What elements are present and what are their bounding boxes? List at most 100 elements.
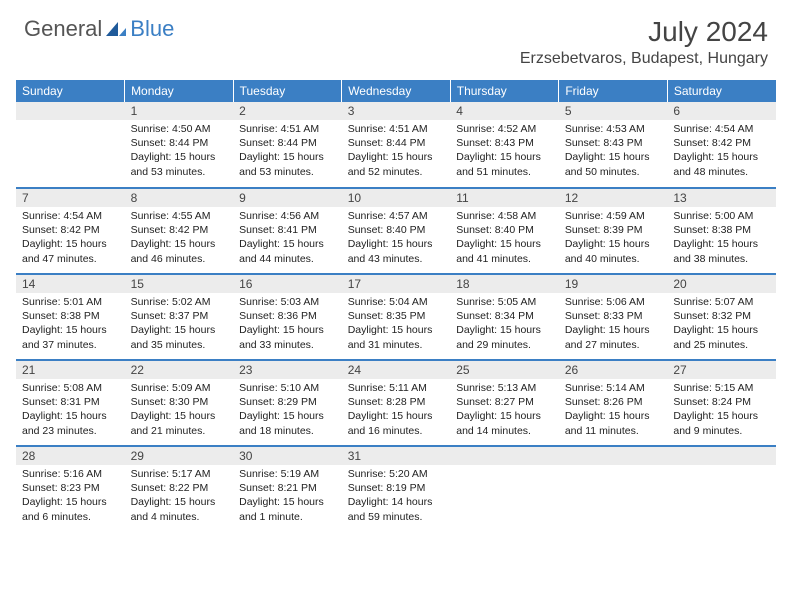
sunrise-label: Sunrise:	[131, 296, 170, 308]
weekday-row: SundayMondayTuesdayWednesdayThursdayFrid…	[16, 80, 776, 102]
sunset-value: 8:42 PM	[169, 224, 208, 236]
sunrise-value: 5:20 AM	[389, 468, 428, 480]
day-number: 15	[125, 275, 234, 293]
calendar-cell: 12Sunrise: 4:59 AMSunset: 8:39 PMDayligh…	[559, 188, 668, 274]
weekday-header: Saturday	[667, 80, 776, 102]
day-number: 20	[667, 275, 776, 293]
sunrise-label: Sunrise:	[456, 123, 495, 135]
day-number: 13	[667, 189, 776, 207]
daylight-label: Daylight:	[348, 238, 389, 250]
sunrise-value: 5:08 AM	[63, 382, 102, 394]
logo-text-blue: Blue	[130, 16, 174, 42]
location: Erzsebetvaros, Budapest, Hungary	[520, 50, 768, 68]
sunrise-value: 5:13 AM	[498, 382, 537, 394]
sunrise-value: 5:14 AM	[606, 382, 645, 394]
sunset-label: Sunset:	[456, 396, 492, 408]
sunset-value: 8:35 PM	[386, 310, 425, 322]
sunset-value: 8:29 PM	[278, 396, 317, 408]
weekday-header: Monday	[125, 80, 234, 102]
sunrise-value: 4:57 AM	[389, 210, 428, 222]
sunrise-label: Sunrise:	[456, 296, 495, 308]
daylight-label: Daylight:	[22, 324, 63, 336]
day-body: Sunrise: 4:58 AMSunset: 8:40 PMDaylight:…	[450, 207, 559, 270]
daylight-label: Daylight:	[239, 324, 280, 336]
calendar-cell: 1Sunrise: 4:50 AMSunset: 8:44 PMDaylight…	[125, 102, 234, 188]
sunrise-value: 5:19 AM	[281, 468, 320, 480]
daylight-label: Daylight:	[673, 151, 714, 163]
sunset-label: Sunset:	[22, 482, 58, 494]
day-number: 4	[450, 102, 559, 120]
calendar-row: 1Sunrise: 4:50 AMSunset: 8:44 PMDaylight…	[16, 102, 776, 188]
daylight-label: Daylight:	[565, 151, 606, 163]
calendar-cell: 24Sunrise: 5:11 AMSunset: 8:28 PMDayligh…	[342, 360, 451, 446]
day-number: 3	[342, 102, 451, 120]
calendar-cell: 23Sunrise: 5:10 AMSunset: 8:29 PMDayligh…	[233, 360, 342, 446]
day-body: Sunrise: 5:09 AMSunset: 8:30 PMDaylight:…	[125, 379, 234, 442]
day-number-empty	[559, 447, 668, 465]
daylight-label: Daylight:	[239, 410, 280, 422]
sunset-label: Sunset:	[239, 137, 275, 149]
sunset-value: 8:38 PM	[712, 224, 751, 236]
sunrise-value: 4:50 AM	[172, 123, 211, 135]
day-number: 10	[342, 189, 451, 207]
calendar-cell: 27Sunrise: 5:15 AMSunset: 8:24 PMDayligh…	[667, 360, 776, 446]
calendar-head: SundayMondayTuesdayWednesdayThursdayFrid…	[16, 80, 776, 102]
sunset-value: 8:37 PM	[169, 310, 208, 322]
day-number: 26	[559, 361, 668, 379]
day-body: Sunrise: 4:52 AMSunset: 8:43 PMDaylight:…	[450, 120, 559, 183]
day-number: 23	[233, 361, 342, 379]
day-body: Sunrise: 5:02 AMSunset: 8:37 PMDaylight:…	[125, 293, 234, 356]
calendar-cell: 3Sunrise: 4:51 AMSunset: 8:44 PMDaylight…	[342, 102, 451, 188]
calendar-cell: 26Sunrise: 5:14 AMSunset: 8:26 PMDayligh…	[559, 360, 668, 446]
sunset-label: Sunset:	[565, 310, 601, 322]
day-number: 7	[16, 189, 125, 207]
daylight-label: Daylight:	[131, 496, 172, 508]
day-body: Sunrise: 5:13 AMSunset: 8:27 PMDaylight:…	[450, 379, 559, 442]
sunset-label: Sunset:	[565, 396, 601, 408]
sunset-value: 8:36 PM	[278, 310, 317, 322]
sunset-label: Sunset:	[348, 137, 384, 149]
sunrise-value: 4:52 AM	[498, 123, 537, 135]
calendar-cell: 30Sunrise: 5:19 AMSunset: 8:21 PMDayligh…	[233, 446, 342, 532]
sunrise-label: Sunrise:	[565, 210, 604, 222]
sunset-label: Sunset:	[673, 396, 709, 408]
sunset-value: 8:38 PM	[61, 310, 100, 322]
weekday-header: Friday	[559, 80, 668, 102]
weekday-header: Tuesday	[233, 80, 342, 102]
day-body: Sunrise: 5:10 AMSunset: 8:29 PMDaylight:…	[233, 379, 342, 442]
daylight-label: Daylight:	[131, 324, 172, 336]
daylight-label: Daylight:	[22, 238, 63, 250]
daylight-label: Daylight:	[239, 238, 280, 250]
day-body: Sunrise: 5:07 AMSunset: 8:32 PMDaylight:…	[667, 293, 776, 356]
day-body: Sunrise: 5:11 AMSunset: 8:28 PMDaylight:…	[342, 379, 451, 442]
sunrise-value: 5:17 AM	[172, 468, 211, 480]
sunset-label: Sunset:	[131, 137, 167, 149]
sunrise-value: 4:51 AM	[389, 123, 428, 135]
calendar-cell: 10Sunrise: 4:57 AMSunset: 8:40 PMDayligh…	[342, 188, 451, 274]
calendar-table: SundayMondayTuesdayWednesdayThursdayFrid…	[16, 80, 776, 532]
daylight-label: Daylight:	[22, 496, 63, 508]
sunset-value: 8:21 PM	[278, 482, 317, 494]
day-number: 24	[342, 361, 451, 379]
sunset-label: Sunset:	[348, 396, 384, 408]
sunrise-value: 5:06 AM	[606, 296, 645, 308]
sunrise-value: 5:09 AM	[172, 382, 211, 394]
day-number: 29	[125, 447, 234, 465]
sunset-label: Sunset:	[565, 224, 601, 236]
sunset-value: 8:39 PM	[603, 224, 642, 236]
daylight-label: Daylight:	[456, 410, 497, 422]
sunrise-label: Sunrise:	[131, 123, 170, 135]
calendar-cell: 6Sunrise: 4:54 AMSunset: 8:42 PMDaylight…	[667, 102, 776, 188]
sunset-label: Sunset:	[673, 137, 709, 149]
sunrise-value: 4:53 AM	[606, 123, 645, 135]
sunrise-value: 5:02 AM	[172, 296, 211, 308]
day-body-empty	[16, 120, 125, 180]
day-body: Sunrise: 4:50 AMSunset: 8:44 PMDaylight:…	[125, 120, 234, 183]
calendar-cell: 2Sunrise: 4:51 AMSunset: 8:44 PMDaylight…	[233, 102, 342, 188]
sunrise-label: Sunrise:	[239, 210, 278, 222]
sunrise-value: 5:03 AM	[281, 296, 320, 308]
sunrise-value: 4:58 AM	[498, 210, 537, 222]
calendar-cell: 7Sunrise: 4:54 AMSunset: 8:42 PMDaylight…	[16, 188, 125, 274]
daylight-label: Daylight:	[565, 238, 606, 250]
day-body: Sunrise: 5:19 AMSunset: 8:21 PMDaylight:…	[233, 465, 342, 528]
